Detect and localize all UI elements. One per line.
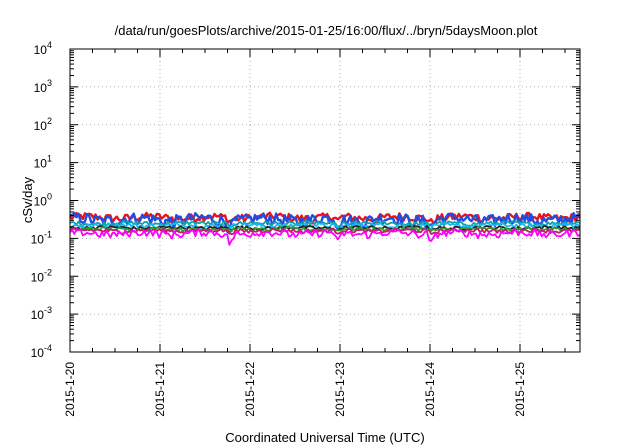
series-line	[69, 220, 581, 228]
x-tick-label: 2015-1-21	[153, 362, 167, 417]
y-axis: 10-4 10-3 10-2 10-1 100 101 102 103 104	[31, 40, 580, 360]
y-tick-label: 102	[34, 116, 52, 133]
y-tick-label: 101	[34, 154, 52, 171]
series-group	[69, 211, 581, 246]
y-axis-title: cSv/day	[20, 176, 35, 223]
chart-title: /data/run/goesPlots/archive/2015-01-25/1…	[115, 23, 538, 38]
y-tick-label: 10-2	[31, 267, 52, 284]
x-tick-label: 2015-1-22	[243, 362, 257, 417]
y-tick-label: 104	[34, 40, 52, 57]
y-tick-label: 10-3	[31, 305, 52, 322]
x-tick-label: 2015-1-23	[333, 362, 347, 417]
x-tick-label: 2015-1-24	[423, 362, 437, 417]
y-tick-label: 103	[34, 78, 52, 95]
x-axis-title: Coordinated Universal Time (UTC)	[225, 430, 424, 445]
grid	[70, 49, 580, 352]
y-tick-label: 100	[34, 192, 52, 209]
y-tick-label: 10-4	[31, 343, 52, 360]
x-tick-label: 2015-1-25	[513, 362, 527, 417]
x-tick-label: 2015-1-20	[63, 362, 77, 417]
y-tick-label: 10-1	[31, 229, 52, 246]
series-line	[69, 228, 581, 246]
x-axis: 2015-1-20 2015-1-21 2015-1-22 2015-1-23 2015…	[63, 49, 566, 417]
